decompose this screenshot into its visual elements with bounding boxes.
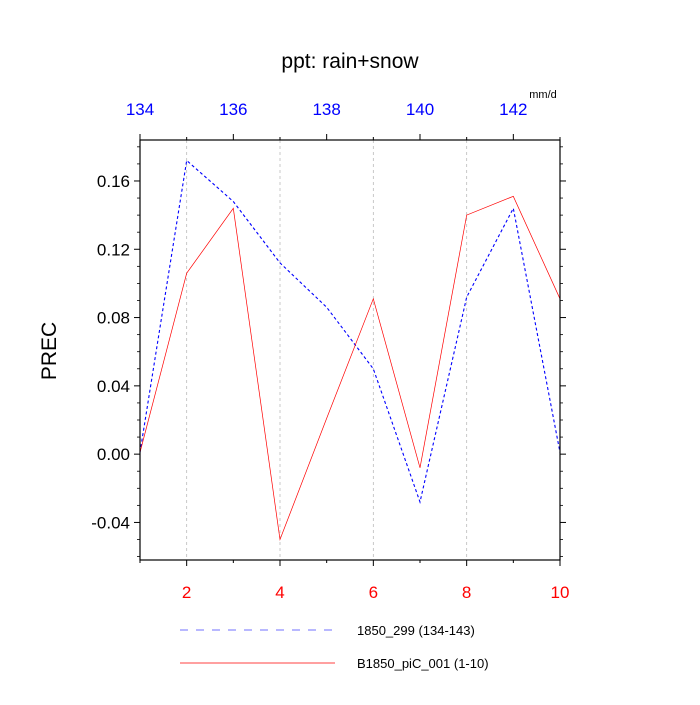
x-top-tick-label: 140 (406, 100, 434, 119)
legend-label-1: 1850_299 (134-143) (357, 623, 475, 638)
y-tick-label: 0.00 (97, 445, 130, 464)
x-bottom-tick-label: 2 (182, 583, 191, 602)
x-top-tick-label: 134 (126, 100, 154, 119)
y-axis-label: PREC (38, 322, 61, 380)
y-tick-label: 0.16 (97, 172, 130, 191)
chart-title: ppt: rain+snow (281, 50, 419, 73)
series-line-1 (139, 159, 561, 504)
y-tick-label: 0.08 (97, 309, 130, 328)
series-layer (139, 159, 561, 541)
x-top-tick-label: 138 (312, 100, 340, 119)
x-bottom-tick-label: 10 (551, 583, 570, 602)
legend: 1850_299 (134-143) B1850_piC_001 (1-10) (180, 623, 489, 671)
x-bottom-tick-label: 8 (462, 583, 471, 602)
plot-frame (139, 139, 561, 561)
vertical-grid (186, 140, 468, 560)
x-top-tick-label: 142 (499, 100, 527, 119)
x-top-tick-label: 136 (219, 100, 247, 119)
x-bottom-tick-label: 6 (369, 583, 378, 602)
units-label: mm/d (529, 89, 557, 101)
y-tick-label: -0.04 (91, 513, 130, 532)
y-tick-label: 0.04 (97, 377, 130, 396)
legend-label-2: B1850_piC_001 (1-10) (357, 656, 489, 671)
axis-ticks: -0.04 0.00 0.04 0.08 0.12 0.16 2 4 6 8 10 134 136 138… (91, 100, 569, 602)
x-bottom-tick-label: 4 (275, 583, 284, 602)
series-line-2 (139, 195, 561, 541)
y-tick-label: 0.12 (97, 240, 130, 259)
